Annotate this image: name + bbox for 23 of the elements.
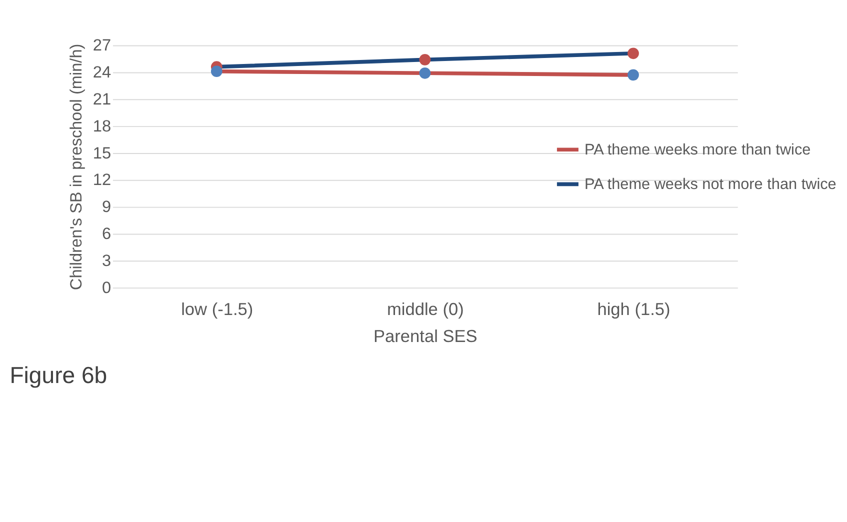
legend-label: PA theme weeks more than twice [584,141,811,158]
x-axis-title: Parental SES [374,326,478,346]
y-tick-label: 12 [92,171,112,190]
y-tick-label: 9 [102,198,112,216]
point [628,48,639,60]
y-tick-label: 15 [92,144,112,162]
x-tick-label: high (1.5) [597,298,670,319]
y-tick-label: 24 [92,64,112,82]
y-tick-label: 0 [102,278,112,297]
y-tick-label: 3 [102,252,112,270]
point [419,54,431,66]
point [628,69,639,81]
x-tick-label: middle (0) [386,298,464,319]
point [419,67,431,79]
y-axis-title: Children's SB in preschool (min/h) [67,44,86,290]
y-tick-label: 18 [92,117,112,136]
y-tick-label: 27 [92,36,112,55]
caption: Figure 6b [10,362,108,388]
legend-label: PA theme weeks not more than twice [584,176,836,194]
y-tick-label: 6 [102,225,112,244]
y-tick-label: 21 [92,90,112,108]
point [210,66,222,78]
x-tick-label: low (-1.5) [181,298,254,319]
